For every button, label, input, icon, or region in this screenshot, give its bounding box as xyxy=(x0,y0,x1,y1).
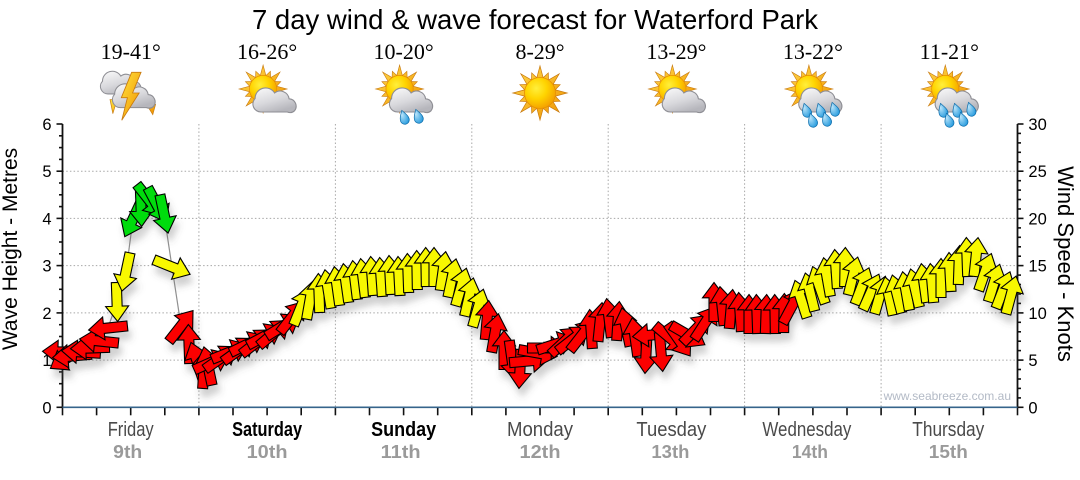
svg-text:Wednesday: Wednesday xyxy=(762,419,851,441)
svg-text:16-26°: 16-26° xyxy=(237,39,297,64)
svg-text:11-21°: 11-21° xyxy=(920,39,979,64)
svg-text:0: 0 xyxy=(1028,399,1037,417)
svg-text:19-41°: 19-41° xyxy=(101,39,161,64)
svg-text:5: 5 xyxy=(1028,352,1037,370)
svg-text:Sunday: Sunday xyxy=(371,419,437,441)
svg-text:20: 20 xyxy=(1028,210,1046,228)
svg-text:1: 1 xyxy=(42,352,51,370)
svg-text:15th: 15th xyxy=(929,442,968,462)
svg-text:Saturday: Saturday xyxy=(232,419,303,441)
svg-text:Monday: Monday xyxy=(507,419,573,441)
svg-text:15: 15 xyxy=(1028,258,1046,276)
svg-text:Tuesday: Tuesday xyxy=(636,419,706,441)
svg-text:12th: 12th xyxy=(520,442,561,462)
svg-text:10-20°: 10-20° xyxy=(374,39,434,64)
svg-text:13th: 13th xyxy=(651,442,689,462)
svg-text:7 day wind & wave forecast for: 7 day wind & wave forecast for Waterford… xyxy=(252,4,818,35)
svg-text:2: 2 xyxy=(42,305,51,323)
svg-text:30: 30 xyxy=(1028,116,1046,134)
svg-text:8-29°: 8-29° xyxy=(515,39,564,64)
svg-text:6: 6 xyxy=(42,116,51,134)
svg-text:5: 5 xyxy=(42,163,51,181)
svg-text:Friday: Friday xyxy=(108,419,154,441)
svg-text:25: 25 xyxy=(1028,163,1046,181)
svg-text:Thursday: Thursday xyxy=(912,419,984,441)
svg-text:9th: 9th xyxy=(113,442,142,462)
svg-text:14th: 14th xyxy=(792,442,828,462)
svg-text:www.seabreeze.com.au: www.seabreeze.com.au xyxy=(883,389,1011,403)
svg-text:10th: 10th xyxy=(247,442,288,462)
svg-text:13-22°: 13-22° xyxy=(783,39,843,64)
svg-text:0: 0 xyxy=(42,399,51,417)
svg-text:Wind Speed - Knots: Wind Speed - Knots xyxy=(1053,166,1078,362)
svg-text:10: 10 xyxy=(1028,305,1046,323)
svg-text:13-29°: 13-29° xyxy=(646,39,706,64)
svg-text:Wave Height - Metres: Wave Height - Metres xyxy=(0,148,22,350)
svg-text:11th: 11th xyxy=(381,442,421,462)
svg-text:3: 3 xyxy=(42,258,51,276)
svg-text:4: 4 xyxy=(42,210,51,228)
